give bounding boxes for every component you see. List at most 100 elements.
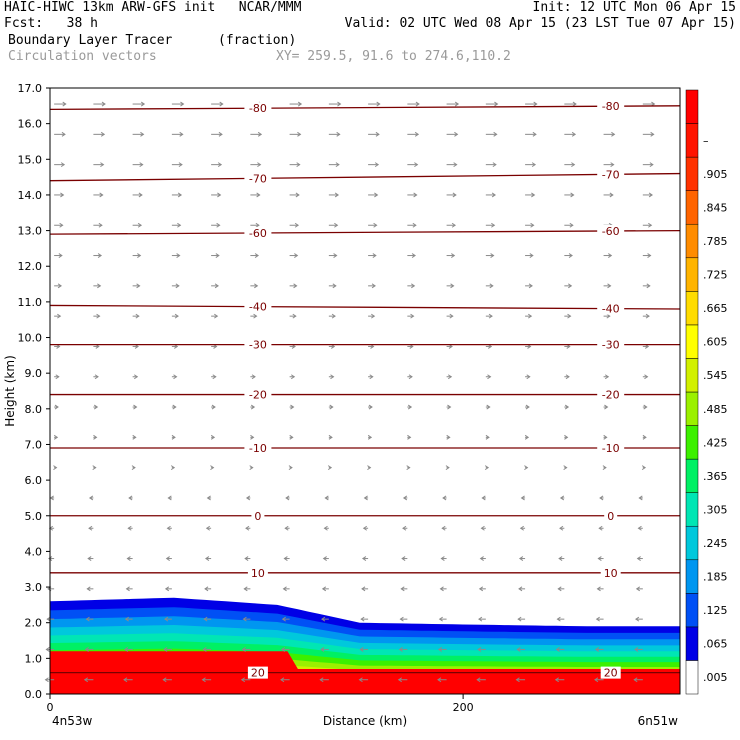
vector-head — [569, 222, 574, 228]
vector-head — [515, 677, 520, 683]
vector-head — [414, 131, 420, 137]
vector-arrow — [438, 616, 447, 622]
vector-head — [202, 647, 207, 652]
vector-arrow — [53, 465, 58, 471]
vector-head — [571, 162, 576, 168]
vector-arrow — [407, 404, 413, 410]
vector-head — [205, 556, 210, 561]
vector-arrow — [559, 495, 565, 501]
vector-head — [645, 313, 650, 319]
vector-head — [250, 404, 256, 410]
vector-head — [644, 374, 649, 380]
vector-head — [488, 313, 493, 319]
colorbar-label: .485 — [703, 403, 728, 416]
vector-head — [558, 556, 563, 561]
vector-arrow — [485, 222, 496, 228]
vector-arrow — [518, 556, 526, 561]
vector-head — [527, 313, 533, 319]
colorbar-label: .845 — [703, 201, 728, 214]
vector-arrow — [362, 525, 369, 531]
vector-arrow — [642, 222, 653, 228]
vector-head — [449, 313, 454, 319]
vector-head — [44, 677, 49, 683]
vector-head — [164, 586, 170, 592]
vector-head — [489, 283, 494, 289]
vector-arrow — [407, 374, 413, 380]
colorbar-label: .065 — [703, 638, 728, 651]
y-tick-label: 4.0 — [25, 545, 43, 558]
vector-head — [529, 253, 534, 258]
vector-arrow — [93, 131, 106, 137]
vector-arrow — [284, 525, 290, 531]
vector-arrow — [401, 556, 408, 561]
temperature-contour-label-bg — [244, 300, 272, 313]
vector-arrow — [321, 616, 329, 622]
colorbar-swatch — [685, 425, 699, 460]
temperature-contour-label: -20 — [602, 389, 620, 402]
vector-head — [85, 616, 90, 622]
vector-arrow — [281, 616, 290, 622]
vector-head — [451, 253, 456, 258]
vector-arrow — [328, 313, 336, 319]
temperature-contour-label-bg — [244, 102, 272, 115]
vector-arrow — [446, 162, 458, 168]
vector-arrow — [320, 647, 329, 652]
vector-head — [321, 616, 326, 622]
vector-arrow — [603, 162, 615, 168]
vector-arrow — [564, 162, 576, 168]
vector-head — [415, 101, 420, 107]
vector-arrow — [599, 495, 604, 501]
vector-arrow — [407, 434, 412, 440]
vector-arrow — [564, 313, 572, 319]
colorbar-swatch — [685, 626, 699, 661]
vector-head — [334, 222, 339, 228]
vector-arrow — [210, 434, 216, 440]
plot-frame — [49, 87, 681, 695]
colorbar-swatch — [685, 257, 699, 292]
vector-arrow — [642, 253, 652, 258]
colorbar-label: .905 — [703, 168, 728, 181]
vector-arrow — [211, 374, 217, 380]
vector-head — [330, 374, 335, 380]
vector-head — [637, 525, 642, 531]
vector-head — [441, 525, 446, 531]
colorbar-swatch — [685, 458, 699, 493]
vector-head — [557, 586, 562, 592]
vector-head — [164, 616, 169, 622]
vector-head — [635, 616, 640, 622]
vector-arrow — [211, 101, 224, 107]
vector-head — [414, 162, 419, 168]
vector-head — [244, 556, 249, 561]
vector-head — [257, 162, 262, 168]
vector-head — [596, 586, 601, 592]
vector-arrow — [525, 313, 533, 319]
vector-arrow — [93, 404, 99, 410]
vector-head — [402, 525, 407, 531]
vector-arrow — [564, 374, 570, 380]
header-forecast-hour: Fcst: 38 h — [4, 16, 98, 31]
colorbar-label: .725 — [703, 269, 728, 282]
vector-arrow — [132, 404, 138, 410]
vector-arrow — [480, 525, 486, 531]
vector-arrow — [126, 556, 133, 561]
vector-head — [604, 404, 609, 410]
vector-arrow — [478, 616, 486, 622]
vector-head — [568, 253, 573, 258]
y-tick-label: 6.0 — [25, 474, 43, 487]
vector-head — [320, 647, 325, 652]
vector-arrow — [171, 404, 177, 410]
vector-arrow — [481, 495, 486, 501]
vector-arrow — [132, 192, 143, 198]
vector-arrow — [328, 222, 339, 228]
vector-arrow — [203, 616, 212, 622]
temperature-contour-label-bg — [597, 302, 625, 315]
vector-head — [559, 495, 565, 501]
vector-head — [533, 101, 538, 107]
vector-arrow — [367, 434, 373, 440]
vector-head — [412, 222, 417, 228]
vector-arrow — [525, 222, 535, 228]
y-tick-label: 14.0 — [18, 189, 43, 202]
vector-head — [437, 647, 443, 652]
vector-arrow — [446, 131, 459, 137]
vector-arrow — [363, 495, 369, 501]
